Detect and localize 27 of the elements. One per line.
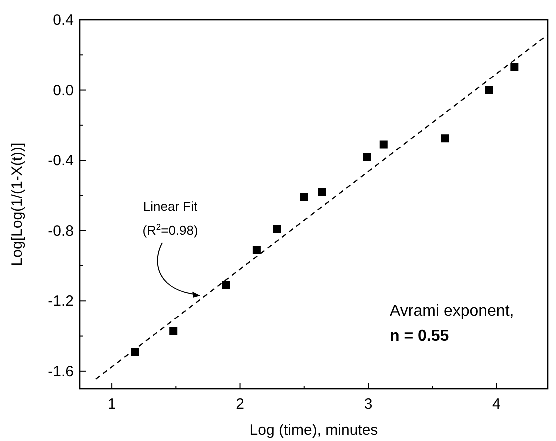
- point: [131, 348, 140, 356]
- point: [318, 188, 326, 196]
- y-tick-label: -0.8: [48, 222, 74, 240]
- point: [441, 134, 450, 143]
- point: [170, 327, 178, 336]
- y-tick-label: -0.4: [48, 152, 74, 170]
- x-tick-label: 2: [236, 396, 244, 413]
- point: [252, 246, 261, 254]
- point: [222, 281, 230, 290]
- annotation: Linear Fit (R$^{2}$=0.98): [142, 198, 198, 238]
- annotation: n = 0.55: [390, 328, 450, 345]
- point: [300, 193, 308, 202]
- point: [273, 225, 282, 234]
- x-axis-title: Log (time), minutes: [250, 422, 378, 439]
- point: [380, 140, 388, 149]
- point: [485, 86, 494, 94]
- x-tick-label: 3: [364, 396, 373, 413]
- x-tick-label: 4: [492, 396, 501, 413]
- y-tick-label: 0.0: [53, 82, 74, 100]
- x-tick-label: 1: [108, 396, 116, 413]
- y-tick-label: -1.2: [48, 293, 74, 310]
- annotation: Avrami exponent,: [390, 303, 514, 320]
- point: [510, 63, 519, 72]
- y-tick-label: 0.4: [53, 12, 74, 29]
- point: [363, 153, 372, 162]
- y-tick-label: -1.6: [48, 363, 74, 380]
- y-axis-title: Log[Log(1/(1-X(t))]: [9, 142, 26, 266]
